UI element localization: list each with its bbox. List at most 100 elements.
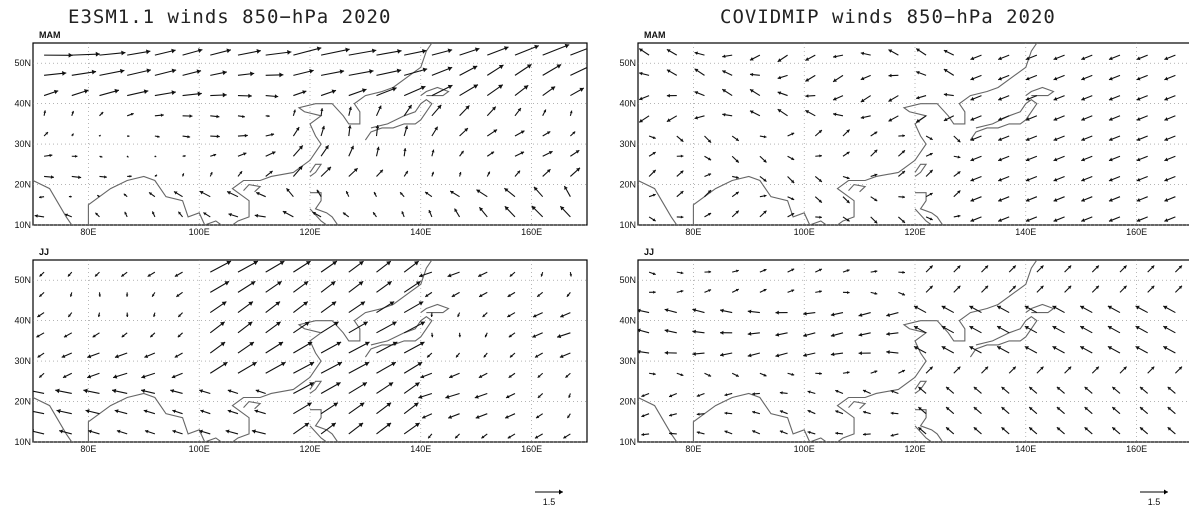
wind-arrow <box>62 372 73 379</box>
wind-arrow <box>177 211 184 218</box>
wind-arrow <box>320 422 337 435</box>
wind-arrow <box>478 372 488 379</box>
wind-arrow <box>427 433 433 439</box>
wind-arrow <box>970 74 982 81</box>
wind-arrow <box>174 352 183 358</box>
wind-arrow <box>99 68 125 76</box>
wind-arrow <box>87 372 100 379</box>
wind-arrow <box>237 280 256 293</box>
wind-arrow <box>1091 265 1100 273</box>
lat-tick-label: 40N <box>14 99 31 109</box>
lon-tick-label: 140E <box>1015 227 1036 237</box>
wind-arrow <box>127 49 151 56</box>
wind-arrow <box>898 134 906 138</box>
wind-arrow <box>209 171 213 177</box>
wind-arrow <box>997 196 1010 202</box>
wind-arrow <box>842 371 850 375</box>
season-label: JJ <box>644 247 654 257</box>
wind-arrow <box>886 331 899 336</box>
wind-arrow <box>1081 115 1093 121</box>
wind-arrow <box>154 48 176 56</box>
wind-arrow <box>140 388 156 395</box>
coastline <box>848 400 867 410</box>
wind-arrow <box>177 312 183 318</box>
wind-arrow <box>151 292 156 298</box>
wind-arrow <box>83 388 100 395</box>
wind-arrow <box>1135 325 1148 334</box>
wind-arrow <box>1119 265 1127 273</box>
wind-arrow <box>203 212 211 218</box>
wind-arrow <box>862 410 871 415</box>
wind-arrow <box>143 409 156 415</box>
lon-tick-label: 140E <box>410 444 431 454</box>
wind-arrow <box>1053 54 1065 61</box>
wind-arrow <box>759 372 767 377</box>
wind-arrow <box>144 429 156 435</box>
wind-arrow <box>639 71 650 76</box>
wind-arrow <box>779 430 788 435</box>
wind-arrow <box>1164 196 1176 202</box>
wind-arrow <box>752 392 760 396</box>
wind-arrow <box>759 194 767 198</box>
wind-arrow <box>666 48 678 56</box>
wind-arrow <box>426 352 433 358</box>
wind-arrow <box>1163 325 1176 334</box>
wind-arrow <box>418 271 433 278</box>
wind-arrow <box>814 129 823 137</box>
wind-arrow <box>953 214 961 218</box>
wind-arrow <box>44 153 53 158</box>
wind-arrow <box>127 175 132 178</box>
wind-arrow <box>973 406 982 415</box>
wind-arrow <box>154 68 177 76</box>
wind-arrow <box>722 70 733 76</box>
wind-arrow <box>1053 95 1065 101</box>
wind-arrow <box>1164 74 1176 81</box>
wind-arrow <box>1081 155 1093 162</box>
wind-arrow <box>805 109 816 117</box>
wind-arrow <box>731 210 740 218</box>
wind-arrow <box>787 212 795 218</box>
wind-arrow <box>542 43 570 56</box>
wind-arrow <box>514 63 532 76</box>
panel-frame <box>32 259 588 443</box>
wind-arrow <box>454 208 461 218</box>
wind-arrow <box>182 114 193 118</box>
wind-arrow <box>403 321 426 334</box>
wind-arrow <box>99 175 107 179</box>
wind-arrow <box>664 350 677 355</box>
wind-arrow <box>749 110 761 117</box>
wind-arrow <box>915 70 927 76</box>
wind-arrow <box>704 189 712 198</box>
wind-arrow <box>534 433 543 439</box>
wind-arrow <box>457 312 461 318</box>
wind-arrow <box>997 95 1010 101</box>
wind-arrow <box>969 305 982 314</box>
wind-arrow <box>732 175 739 179</box>
wind-arrow <box>237 341 255 354</box>
wind-arrow <box>477 271 488 278</box>
wind-arrow <box>455 352 461 358</box>
wind-arrow <box>98 292 102 297</box>
wind-arrow <box>1025 74 1038 81</box>
wind-arrow <box>1079 305 1093 314</box>
wind-arrow <box>842 216 850 222</box>
wind-arrow <box>862 389 871 394</box>
wind-arrow <box>1025 115 1038 121</box>
lat-tick-label: 50N <box>619 275 636 285</box>
wind-arrow <box>97 312 101 318</box>
wind-arrow <box>779 391 788 395</box>
wind-arrow <box>898 291 906 296</box>
wind-arrow <box>43 110 47 116</box>
wind-arrow <box>459 150 465 157</box>
wind-arrow <box>210 280 230 293</box>
wind-arrow <box>149 332 156 338</box>
wind-arrow <box>888 73 899 78</box>
wind-arrow <box>563 185 571 197</box>
wind-arrow <box>731 155 740 163</box>
coastline <box>969 315 1038 358</box>
wind-arrow <box>403 260 420 273</box>
wind-arrow <box>431 149 435 157</box>
wind-arrow <box>237 152 247 157</box>
wind-arrow <box>805 94 816 98</box>
wind-arrow <box>209 301 227 314</box>
